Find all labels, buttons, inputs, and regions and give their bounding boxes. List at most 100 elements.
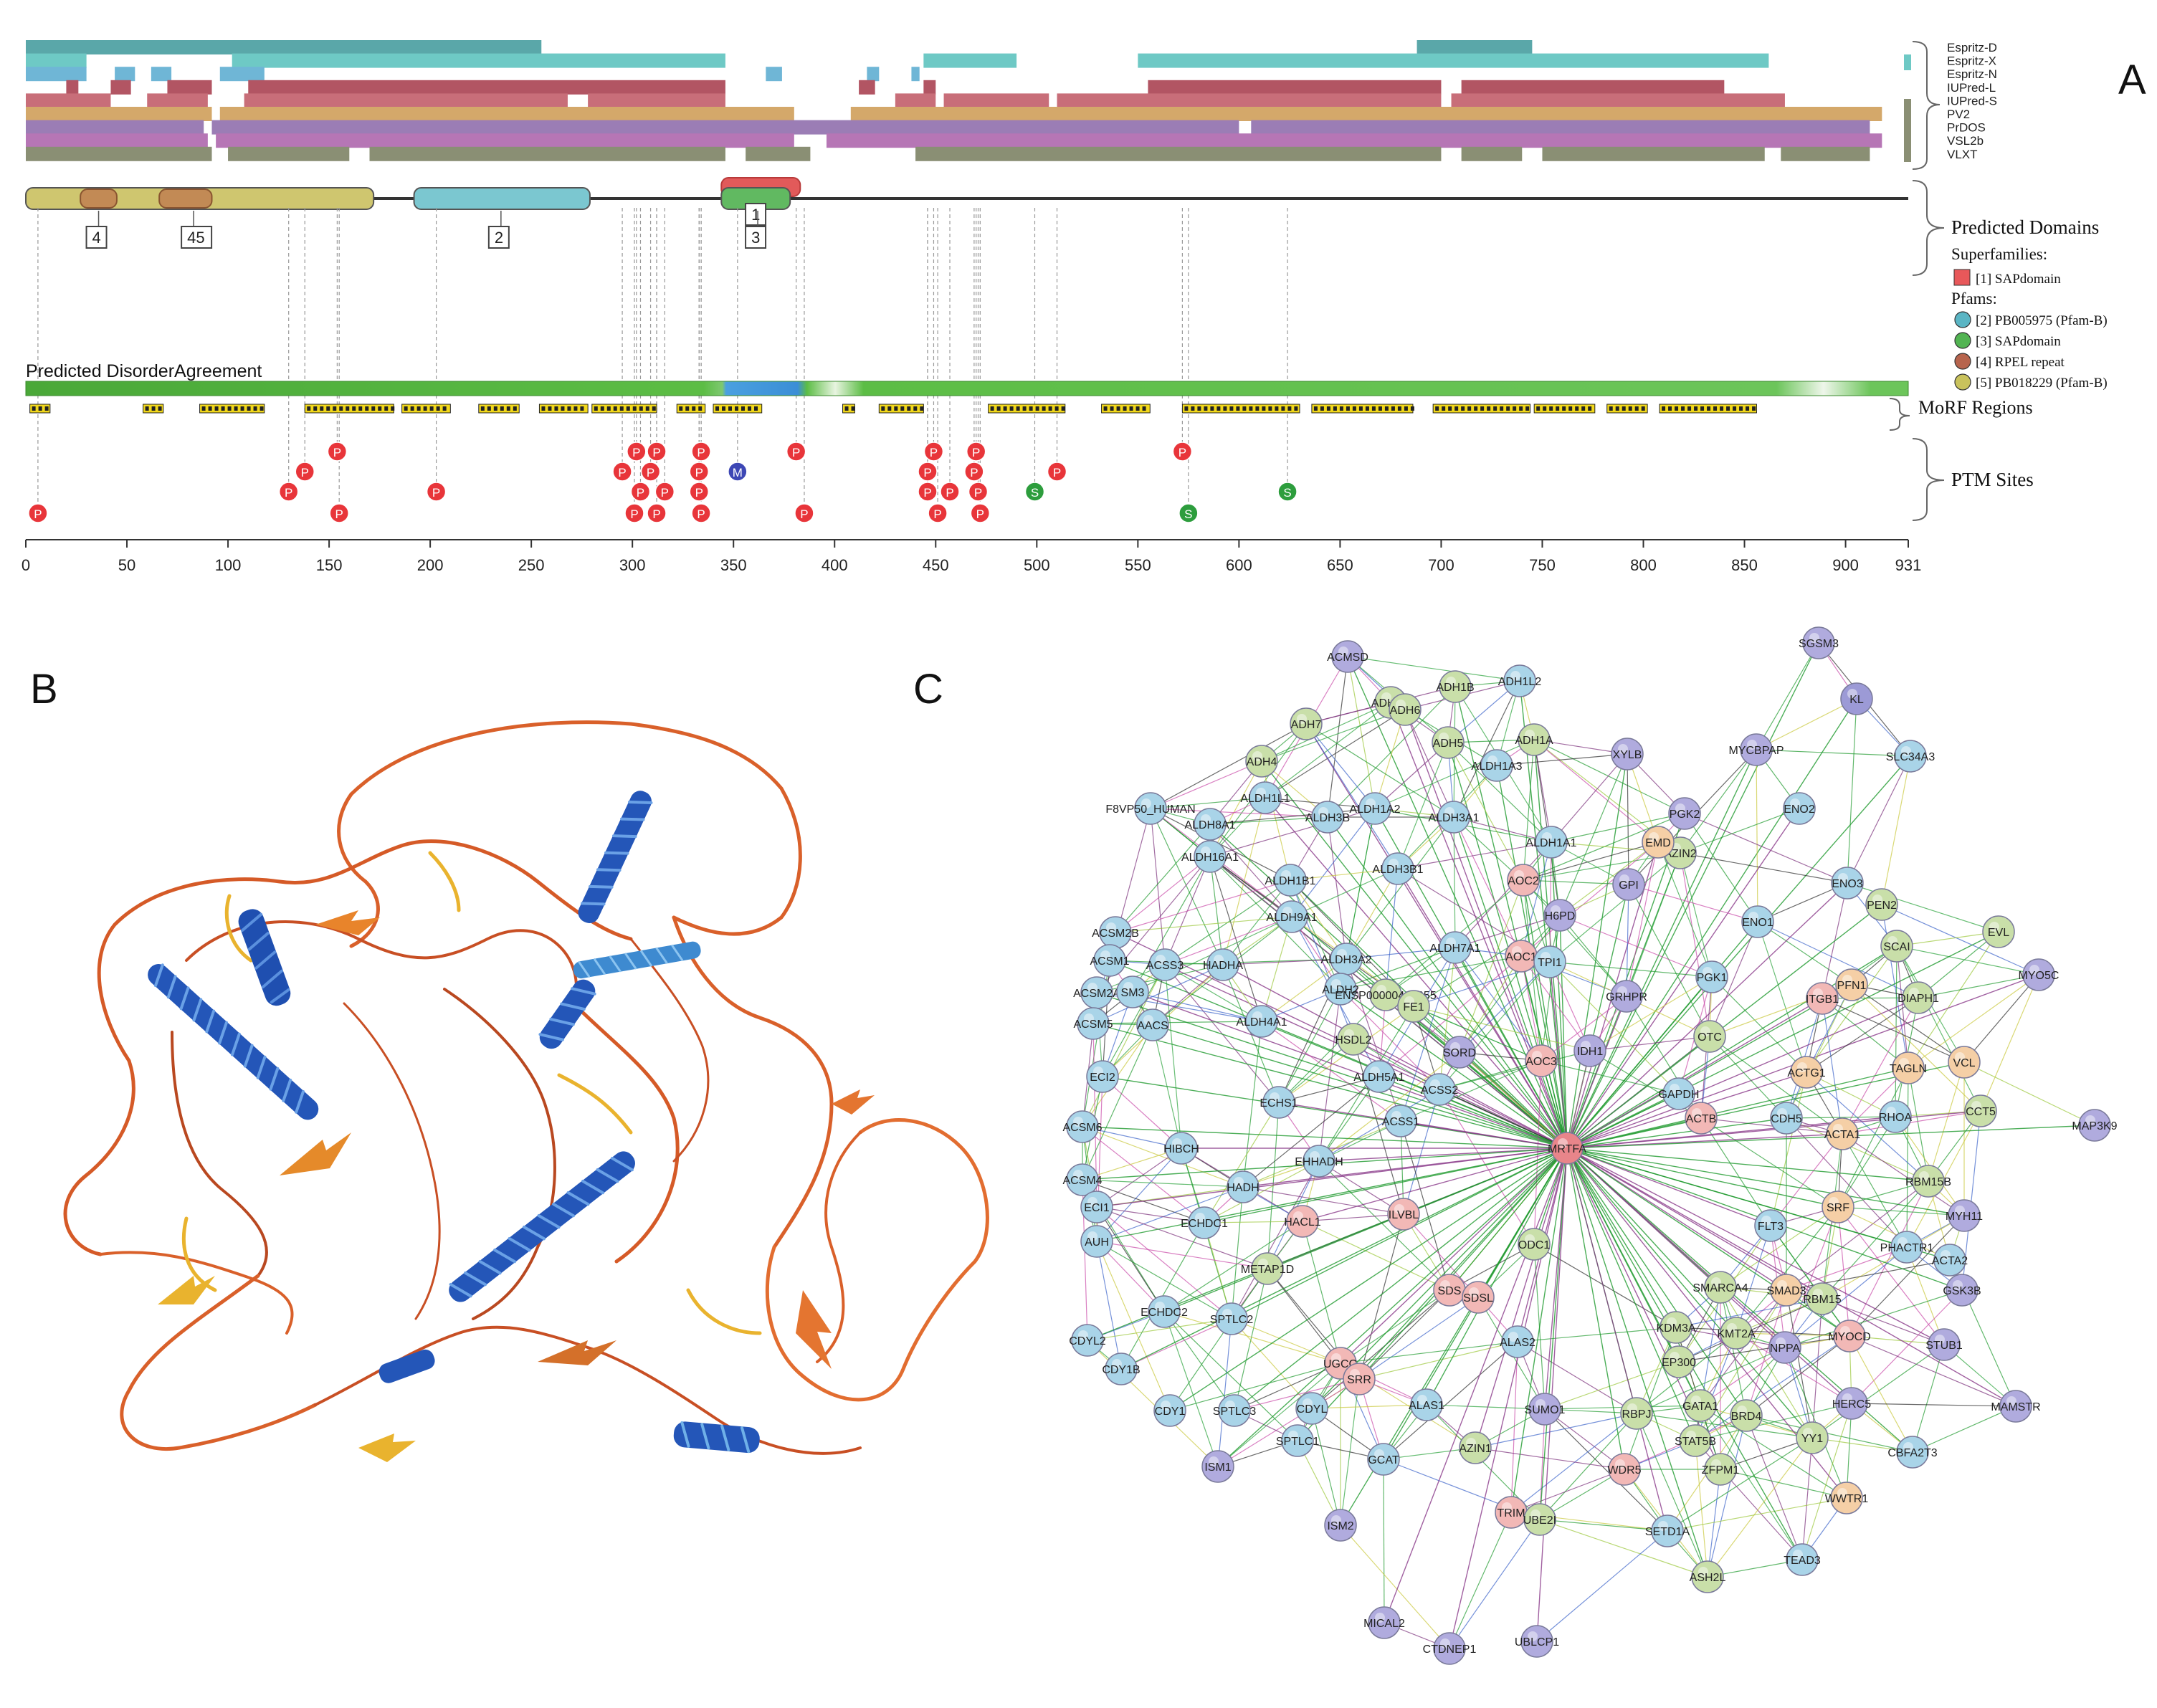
network-edge xyxy=(1278,1006,1414,1103)
morf-hatch xyxy=(151,406,156,411)
network-node xyxy=(1066,1163,1099,1196)
morf-hatch xyxy=(1549,406,1553,411)
node-label: RBPJ xyxy=(1622,1408,1652,1421)
network-node xyxy=(1982,915,2015,948)
network-node xyxy=(1730,1399,1763,1432)
morf-hatch xyxy=(339,406,343,411)
node-label: ALDH9A1 xyxy=(1266,912,1317,924)
x-tick-label: 900 xyxy=(1832,556,1859,574)
node-label: MAP3K9 xyxy=(2072,1120,2117,1132)
network-edge xyxy=(1566,882,1848,1149)
network-edge xyxy=(1265,702,1391,798)
network-edge xyxy=(1475,1447,1625,1470)
network-edge xyxy=(1353,1039,1440,1090)
ptm-letter: P xyxy=(697,507,705,521)
node-highlight xyxy=(1112,1359,1122,1369)
node-label: ISM2 xyxy=(1327,1520,1353,1532)
ptm-letter: P xyxy=(933,507,941,521)
node-highlight xyxy=(1331,1353,1341,1363)
network-edge xyxy=(1459,915,1561,1053)
morf-hatch xyxy=(1229,406,1234,411)
x-tick-label: 400 xyxy=(822,556,848,574)
morf-hatch xyxy=(754,406,758,411)
network-edge xyxy=(1439,1050,1591,1090)
node-label: CDYL xyxy=(1297,1403,1328,1416)
morf-hatch xyxy=(1480,406,1485,411)
morf-hatch xyxy=(44,406,49,411)
network-node xyxy=(1831,867,1864,900)
network-edge xyxy=(1120,1148,1568,1370)
network-edge xyxy=(1082,1126,1182,1149)
node-label: ALDH1L1 xyxy=(1240,793,1290,805)
network-node xyxy=(1946,1274,1979,1307)
network-nodes: ACMSDADH1BADH1L2SGSM3ADH1CADH6KLADH7ADH1… xyxy=(1062,626,2118,1665)
node-label: PGK2 xyxy=(1670,808,1700,821)
network-edge xyxy=(1209,856,1262,1022)
network-edge xyxy=(1566,1093,1680,1149)
network-node xyxy=(1432,726,1465,759)
ptm-letter: S xyxy=(1184,507,1192,521)
morf-hatch xyxy=(1588,406,1592,411)
network-node xyxy=(1840,682,1873,715)
ptm-site xyxy=(1047,462,1067,482)
node-highlight xyxy=(1195,1213,1205,1223)
network-edge xyxy=(1413,915,1561,1007)
node-label: BRD4 xyxy=(1731,1411,1762,1423)
node-label: STUB1 xyxy=(1925,1340,1963,1352)
node-highlight xyxy=(1541,952,1551,962)
morf-hatch xyxy=(1236,406,1240,411)
predictor-segment xyxy=(232,53,725,68)
morf-hatch xyxy=(652,406,656,411)
node-highlight xyxy=(1444,807,1454,817)
network-node xyxy=(1902,981,1935,1014)
network-node xyxy=(1337,1023,1370,1056)
ptm-site xyxy=(968,482,989,502)
network-edge xyxy=(1566,976,1713,1149)
network-edge xyxy=(1318,1160,1404,1215)
node-highlight xyxy=(1310,1151,1320,1161)
network-edge xyxy=(1822,1180,1929,1299)
network-edge xyxy=(1720,1287,1747,1416)
network-edge xyxy=(1302,1221,1341,1364)
node-label: GPI xyxy=(1619,879,1639,892)
node-highlight xyxy=(1391,1111,1401,1121)
x-tick-label: 931 xyxy=(1895,556,1922,574)
network-edge xyxy=(1353,1039,1404,1215)
node-label: GRHPR xyxy=(1606,991,1647,1003)
network-edge xyxy=(1163,1311,1341,1364)
ptm-site xyxy=(923,442,944,462)
network-node xyxy=(1303,1145,1335,1178)
node-highlight xyxy=(1872,894,1882,905)
network-edge xyxy=(1811,1437,1913,1453)
network-edge xyxy=(1318,1076,1380,1162)
ptm-site xyxy=(940,482,960,502)
node-label: CTDNEP1 xyxy=(1423,1643,1477,1656)
node-label: CDY1B xyxy=(1102,1364,1140,1376)
ptm-letter: P xyxy=(946,486,953,500)
predictor-segment xyxy=(110,80,131,95)
network-edge xyxy=(1566,1148,1668,1532)
network-edge xyxy=(1397,868,1568,1149)
network-edge xyxy=(1707,1437,1813,1578)
node-highlight xyxy=(1551,905,1561,915)
predictor-label: Espritz-N xyxy=(1947,67,1997,81)
network-node xyxy=(1608,1453,1641,1486)
morf-hatch xyxy=(1615,406,1619,411)
morf-hatch xyxy=(1048,406,1052,411)
node-highlight xyxy=(1909,988,1919,998)
network-edge xyxy=(1906,1246,1945,1345)
node-label: AUH xyxy=(1085,1236,1109,1249)
network-edge xyxy=(1459,879,1524,1053)
network-edge xyxy=(1096,1186,1244,1242)
helices xyxy=(148,791,760,1454)
morf-hatch xyxy=(1268,406,1272,411)
node-highlight xyxy=(1252,1011,1262,1021)
node-highlight xyxy=(1919,1171,1929,1181)
network-node xyxy=(1363,1060,1396,1093)
node-highlight xyxy=(1381,692,1391,702)
node-label: AZIN1 xyxy=(1459,1443,1491,1455)
network-edge xyxy=(1120,1318,1232,1370)
domain-tag-label: 1 xyxy=(751,206,760,224)
morf-hatch xyxy=(1016,406,1020,411)
network-edge xyxy=(1720,1469,1847,1499)
